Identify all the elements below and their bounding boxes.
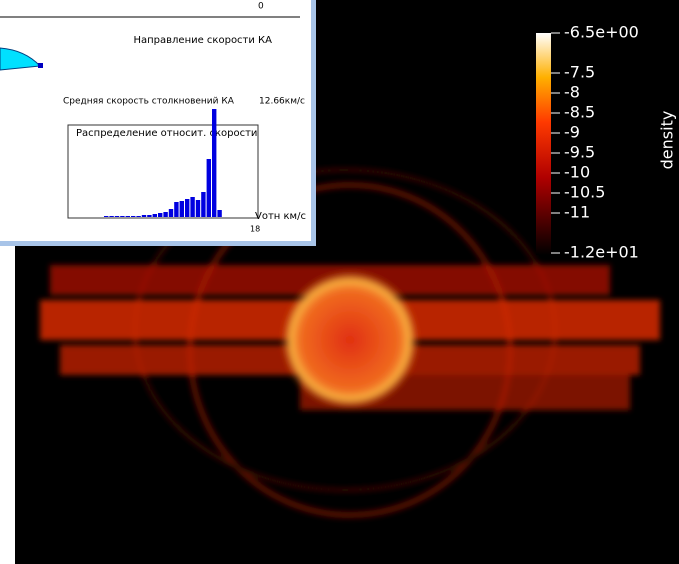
histogram-bar xyxy=(109,216,114,217)
colorbar-tick-label: -9 xyxy=(564,123,580,142)
histogram-bar xyxy=(104,216,109,217)
histogram-x-label: Vотн км/с xyxy=(255,211,306,222)
histogram-bar xyxy=(212,109,217,217)
colorbar-title: density xyxy=(658,111,677,170)
histogram xyxy=(104,109,222,217)
mean-speed-label: Средняя скорость столкновений КА xyxy=(63,97,235,107)
histogram-bar xyxy=(168,209,174,217)
histogram-box xyxy=(67,124,259,219)
histogram-bar xyxy=(158,213,163,217)
colorbar-ticks: -6.5e+00 -7.5-8-8.5-9-9.5-10-10.5-11 -1.2e… xyxy=(551,23,639,262)
histogram-bar xyxy=(201,192,206,217)
velocity-marker xyxy=(38,63,43,68)
colorbar-tick-label: -10 xyxy=(564,163,590,182)
histogram-bar xyxy=(206,159,211,217)
colorbar xyxy=(536,33,551,255)
histogram-bar xyxy=(120,216,125,217)
histogram-bar xyxy=(125,216,130,217)
colorbar-tick-label: -1.2e+01 xyxy=(564,243,639,262)
colorbar-tick-label: -11 xyxy=(564,203,590,222)
top-value: 0 xyxy=(258,2,264,12)
histogram-bar xyxy=(174,202,179,217)
colorbar-tick-label: -8 xyxy=(564,83,580,102)
histogram-bar xyxy=(141,215,147,217)
histogram-bar xyxy=(152,214,157,217)
histogram-bar xyxy=(190,197,195,217)
histogram-bar xyxy=(185,199,190,217)
colorbar-tick-label: -8.5 xyxy=(564,103,595,122)
colorbar-tick-label: -9.5 xyxy=(564,143,595,162)
colorbar-tick-label: -6.5e+00 xyxy=(564,23,639,42)
histogram-bar xyxy=(195,200,201,217)
histogram-bar xyxy=(136,216,141,217)
colorbar-tick-label: -7.5 xyxy=(564,63,595,82)
volume-render xyxy=(40,168,660,518)
histogram-bar xyxy=(147,215,152,217)
histogram-bar xyxy=(114,216,120,217)
histogram-bar xyxy=(217,210,222,217)
mean-speed-value: 12.66км/с xyxy=(259,97,305,107)
histogram-x-tick: 18 xyxy=(250,225,260,234)
histogram-bar xyxy=(131,216,136,217)
histogram-bar xyxy=(163,212,168,217)
colorbar-tick-label: -10.5 xyxy=(564,183,605,202)
direction-label: Направление скорости КА xyxy=(133,35,272,46)
histogram-title: Распределение относит. скорости xyxy=(76,128,257,139)
histogram-bar xyxy=(179,201,184,217)
